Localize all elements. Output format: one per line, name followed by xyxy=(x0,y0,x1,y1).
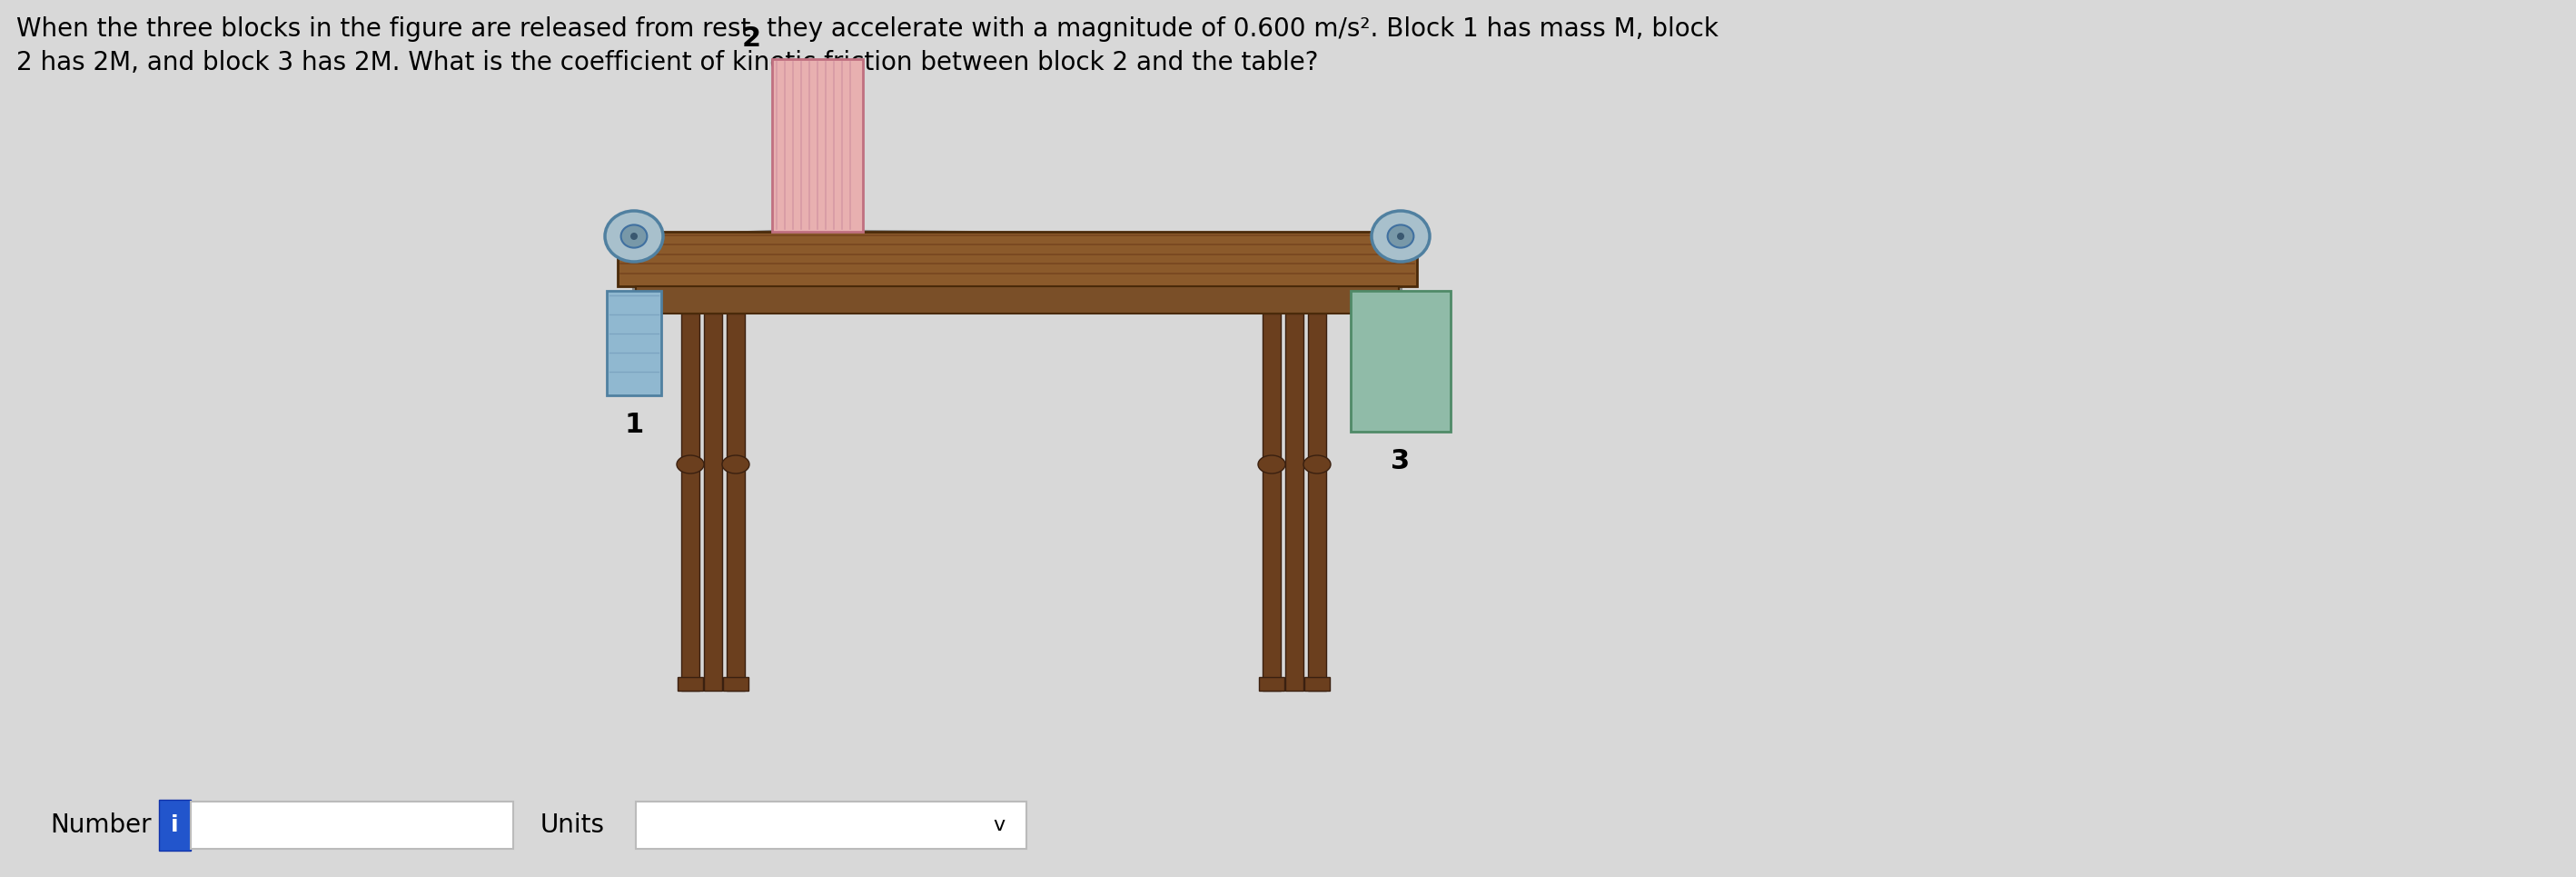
Bar xyxy=(636,286,1399,314)
Bar xyxy=(703,314,721,691)
Text: Units: Units xyxy=(541,812,605,838)
Ellipse shape xyxy=(605,210,662,261)
Circle shape xyxy=(1396,232,1404,240)
Bar xyxy=(726,314,744,691)
Ellipse shape xyxy=(1303,455,1332,474)
Bar xyxy=(1260,677,1285,691)
Text: v: v xyxy=(994,816,1005,834)
Ellipse shape xyxy=(1257,455,1285,474)
Ellipse shape xyxy=(721,455,750,474)
Text: i: i xyxy=(170,814,178,836)
Bar xyxy=(618,232,1417,286)
Bar xyxy=(773,59,863,232)
Bar xyxy=(160,800,191,851)
Ellipse shape xyxy=(1370,210,1430,261)
Text: 2: 2 xyxy=(742,25,760,52)
Text: 1: 1 xyxy=(623,411,644,438)
Text: Number: Number xyxy=(49,812,152,838)
Ellipse shape xyxy=(1388,225,1414,247)
Ellipse shape xyxy=(621,225,647,247)
Text: When the three blocks in the figure are released from rest, they accelerate with: When the three blocks in the figure are … xyxy=(15,17,1718,75)
Bar xyxy=(1303,677,1329,691)
Bar xyxy=(724,677,750,691)
Bar xyxy=(1285,314,1303,691)
Bar xyxy=(608,291,662,396)
Bar xyxy=(1262,314,1280,691)
Bar xyxy=(1309,314,1327,691)
Bar xyxy=(680,314,701,691)
Bar xyxy=(1350,291,1450,431)
Text: 3: 3 xyxy=(1391,448,1409,474)
Bar xyxy=(677,677,703,691)
Bar xyxy=(636,802,1025,849)
Ellipse shape xyxy=(677,455,703,474)
Bar xyxy=(191,802,513,849)
Circle shape xyxy=(631,232,639,240)
